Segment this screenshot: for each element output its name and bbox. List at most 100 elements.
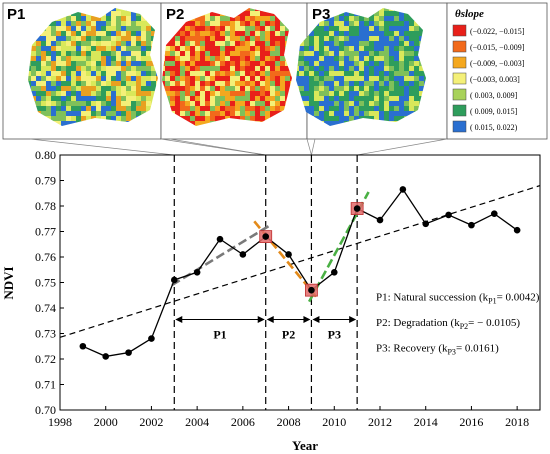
map-cell (31, 81, 37, 87)
map-cell (195, 61, 201, 67)
map-cell (409, 56, 415, 62)
map-cell (389, 106, 395, 112)
map-cell (230, 91, 236, 97)
map-cell (399, 36, 405, 42)
legend-label: (−0.003, 0.003] (470, 75, 520, 84)
map-cell (329, 111, 335, 117)
map-cell (86, 91, 92, 97)
legend-swatch (452, 120, 467, 133)
map-cell (354, 46, 360, 52)
map-cell (81, 41, 87, 47)
map-cell (81, 91, 87, 97)
map-cell (56, 31, 62, 37)
map-cell (394, 11, 400, 17)
map-cell (46, 91, 52, 97)
map-cell (299, 56, 305, 62)
map-cell (235, 61, 241, 67)
map-cell (81, 31, 87, 37)
arrowhead (312, 315, 320, 323)
map-cell (81, 106, 87, 112)
map-cell (51, 66, 57, 72)
map-cell (275, 26, 281, 32)
map-cell (384, 31, 390, 37)
map-cell (96, 36, 102, 42)
map-cell (185, 56, 191, 62)
map-cell (56, 111, 62, 117)
map-cell (41, 81, 47, 87)
map-cell (270, 86, 276, 92)
map-cell (324, 71, 330, 77)
map-cell (151, 81, 157, 87)
map-cell (106, 36, 112, 42)
map-cell (250, 71, 256, 77)
map-cell (195, 116, 201, 122)
map-cell (61, 116, 67, 122)
map-cell (379, 71, 385, 77)
map-cell (319, 101, 325, 107)
map-cell (225, 101, 231, 107)
map-cell (76, 106, 82, 112)
data-point (399, 186, 407, 193)
map-cell (81, 76, 87, 82)
map-cell (265, 16, 271, 22)
map-cell (81, 16, 87, 22)
map-cell (116, 86, 122, 92)
map-cell (399, 56, 405, 62)
map-cell (260, 21, 266, 27)
map-cell (309, 61, 315, 67)
map-cell (349, 51, 355, 57)
map-cell (190, 66, 196, 72)
map-cell (61, 41, 67, 47)
map-cell (175, 41, 181, 47)
map-cell (210, 116, 216, 122)
map-cell (235, 51, 241, 57)
map-cell (131, 11, 137, 17)
map-cell (131, 46, 137, 52)
map-cell (121, 56, 127, 62)
map-cell (51, 31, 57, 37)
map-cell (349, 16, 355, 22)
map-cell (141, 76, 147, 82)
map-cell (146, 66, 152, 72)
map-cell (394, 111, 400, 117)
annotations: P1: Natural succession (kP1= 0.0042)P2: … (376, 292, 540, 357)
map-cell (66, 51, 72, 57)
map-cell (36, 76, 42, 82)
map-cell (86, 111, 92, 117)
map-cell (329, 26, 335, 32)
map-cell (379, 101, 385, 107)
map-cell (404, 41, 410, 47)
map-cell (46, 71, 52, 77)
map-cell (394, 101, 400, 107)
map-cell (162, 66, 166, 72)
map-cell (185, 66, 191, 72)
map-cell (270, 31, 276, 37)
map-cell (344, 111, 350, 117)
map-cell (46, 41, 52, 47)
map-cell (36, 56, 42, 62)
map-cell (324, 46, 330, 52)
map-cell (314, 101, 320, 107)
map-cell (215, 46, 221, 52)
map-cell (409, 96, 415, 102)
map-cell (339, 111, 345, 117)
map-cell (404, 101, 410, 107)
segment-label: P2 (282, 327, 295, 341)
x-tick-label: 2018 (505, 415, 529, 429)
map-cell (250, 96, 256, 102)
map-cell (404, 96, 410, 102)
map-cell (165, 56, 171, 62)
map-cell (225, 51, 231, 57)
map-cell (359, 36, 365, 42)
map-cell (91, 41, 97, 47)
map-cell (260, 11, 266, 17)
map-cell (339, 26, 345, 32)
map-cell (369, 46, 375, 52)
map-cell (314, 41, 320, 47)
data-point (308, 286, 315, 294)
map-cell (275, 56, 281, 62)
map-cell (235, 111, 241, 117)
map-cell (409, 31, 415, 37)
map-cell (116, 8, 122, 12)
map-cell (314, 71, 320, 77)
